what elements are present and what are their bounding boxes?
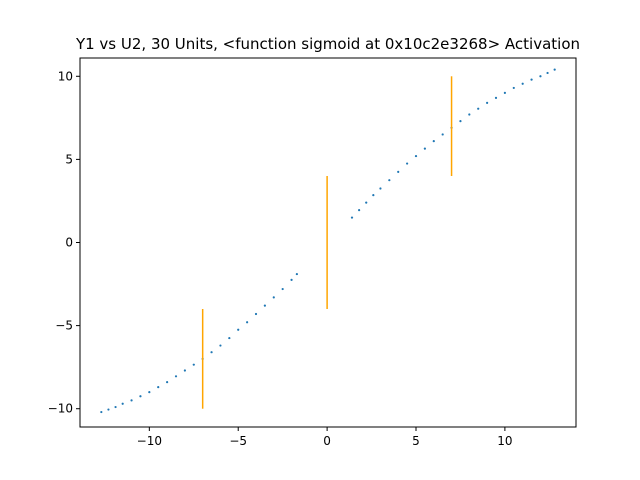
data-point [350,216,354,219]
x-tick-label: −10 [137,434,162,448]
data-point [174,375,178,378]
data-point [494,96,498,99]
data-point [237,328,240,331]
y-tick-label: −5 [55,319,73,333]
data-point [114,405,117,409]
data-point [539,75,542,78]
data-point [388,179,391,182]
data-point [503,91,506,95]
data-point [459,120,462,123]
chart-title: Y1 vs U2, 30 Units, <function sigmoid at… [75,35,580,53]
x-tick-label: 10 [497,434,512,448]
data-point [107,408,110,411]
data-point [166,381,169,384]
data-point [139,395,142,398]
data-point [219,344,222,347]
data-point [477,107,480,110]
data-point [521,82,524,85]
y-tick-label: −10 [48,402,73,416]
data-point [441,133,444,136]
data-point [295,272,298,276]
data-point [263,304,266,307]
vertical-lines-layer [201,76,453,409]
data-point [148,390,151,394]
data-point [397,170,400,173]
data-point [100,410,103,414]
data-point [254,312,258,316]
data-point [228,336,231,340]
data-point [192,363,195,366]
data-point [358,208,361,212]
x-axis-ticks: −10 −5 0 5 10 [137,427,513,448]
data-point [553,68,556,71]
data-point [546,71,549,75]
data-point [210,351,213,354]
data-point [423,147,426,150]
data-point [406,162,409,165]
data-point [468,113,471,116]
data-point [157,386,160,389]
x-tick-label: 5 [412,434,420,448]
data-point [414,154,418,158]
data-point [281,287,284,291]
data-point [512,86,515,90]
data-point [486,101,489,104]
data-point [432,140,435,143]
y-tick-label: 0 [65,236,73,250]
x-tick-label: −5 [229,434,247,448]
data-point [130,399,133,402]
data-point [183,369,186,372]
y-tick-label: 5 [65,152,73,166]
data-point [121,402,124,405]
data-point [365,201,368,204]
data-point [272,296,275,299]
data-point [379,187,382,190]
data-point [246,321,249,324]
y-tick-label: 10 [58,69,73,83]
y-axis-ticks: −10 −5 0 5 10 [48,69,80,416]
x-tick-label: 0 [323,434,331,448]
data-point [530,78,533,81]
data-point [372,194,375,197]
data-point [290,278,293,281]
